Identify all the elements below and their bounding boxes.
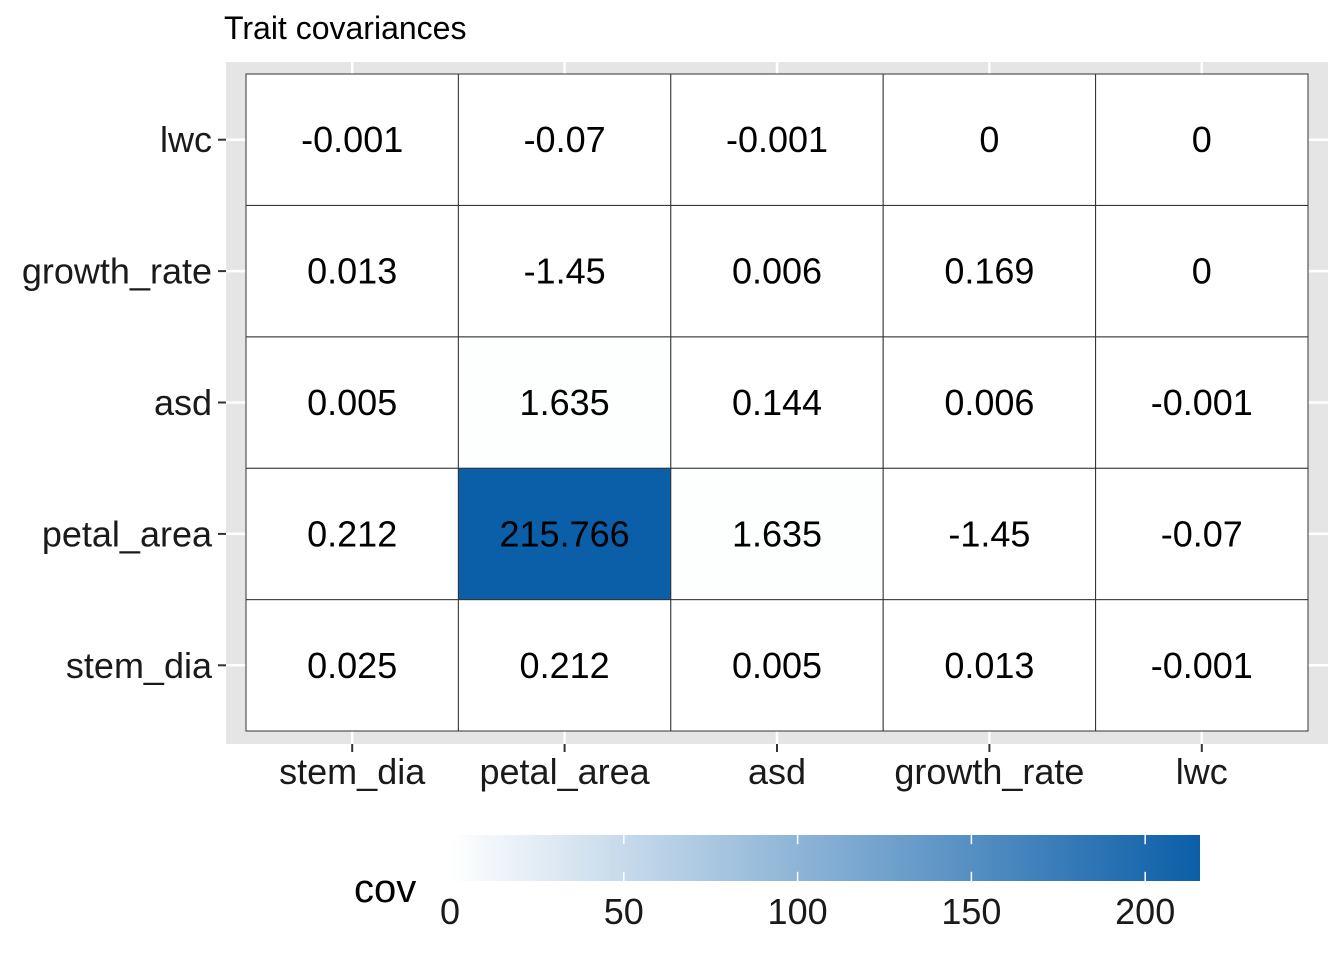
legend-tick-label: 150: [941, 891, 1001, 932]
heatmap-cell: [245, 467, 459, 601]
cell-value-label: 0.212: [307, 513, 397, 554]
y-tick-label: stem_dia: [66, 645, 213, 686]
y-tick-label: lwc: [160, 119, 212, 160]
cell-value-label: -0.07: [524, 119, 606, 160]
heatmap-cell: [457, 599, 672, 732]
legend-tick-label: 200: [1115, 891, 1175, 932]
heatmap-cell: [245, 204, 459, 338]
cell-value-label: -1.45: [524, 251, 606, 292]
heatmap-cell: [1095, 204, 1309, 338]
heatmap-cell: [882, 73, 1097, 206]
cell-value-label: 0: [1192, 251, 1212, 292]
cell-value-label: 0: [979, 119, 999, 160]
cell-value-label: 215.766: [500, 513, 630, 554]
heatmap-cell: [1095, 73, 1309, 206]
cell-value-label: 0.005: [732, 645, 822, 686]
cell-value-label: -0.001: [1151, 382, 1253, 423]
legend-title: cov: [354, 867, 416, 911]
cell-value-label: 1.635: [732, 513, 822, 554]
heatmap-cell: [457, 336, 672, 469]
chart-title: Trait covariances: [224, 10, 466, 46]
x-tick-label: growth_rate: [894, 751, 1084, 792]
heatmap-cell: [670, 73, 884, 206]
x-tick-label: asd: [748, 751, 806, 792]
cell-value-label: 0.006: [944, 382, 1034, 423]
heatmap-cell: [457, 73, 672, 206]
cell-value-label: 0.169: [944, 251, 1034, 292]
cell-value-label: 0.005: [307, 382, 397, 423]
heatmap-cell: [1095, 336, 1309, 469]
cell-value-label: 0: [1192, 119, 1212, 160]
heatmap-cell: [457, 467, 672, 601]
heatmap-cell: [457, 204, 672, 338]
legend-colorbar: [450, 835, 1200, 881]
legend-tick-label: 0: [440, 891, 460, 932]
cell-value-label: 0.025: [307, 645, 397, 686]
heatmap-cell: [670, 599, 884, 732]
x-tick-label: stem_dia: [279, 751, 426, 792]
legend-ticks: 0 50 100 150 200: [440, 835, 1175, 932]
cell-value-label: -0.07: [1161, 513, 1243, 554]
cell-value-label: 0.212: [520, 645, 610, 686]
cell-value-label: -0.001: [726, 119, 828, 160]
heatmap-cell: [1095, 467, 1309, 601]
cell-value-label: 1.635: [520, 382, 610, 423]
heatmap-cells: 0.025 0.212 0.005 0.013 -0.001 0.212 215.766 1.…: [245, 73, 1309, 732]
heatmap-cell: [1095, 599, 1309, 732]
heatmap-cell: [882, 467, 1097, 601]
legend-tick-label: 50: [604, 891, 644, 932]
y-tick-label: asd: [154, 382, 212, 423]
heatmap-cell: [670, 336, 884, 469]
color-legend: cov 0 50 100 150 200: [354, 835, 1200, 932]
cell-value-label: 0.006: [732, 251, 822, 292]
cell-value-label: -0.001: [301, 119, 403, 160]
y-tick-label: petal_area: [42, 513, 213, 554]
legend-tick-label: 100: [768, 891, 828, 932]
cell-value-label: 0.144: [732, 382, 822, 423]
y-axis: stem_dia petal_area asd growth_rate lwc: [22, 119, 226, 686]
heatmap-cell: [882, 599, 1097, 732]
cell-value-label: 0.013: [944, 645, 1034, 686]
x-tick-label: lwc: [1176, 751, 1228, 792]
cell-value-label: -1.45: [948, 513, 1030, 554]
cell-value-label: 0.013: [307, 251, 397, 292]
x-tick-label: petal_area: [480, 751, 651, 792]
heatmap-cell: [882, 336, 1097, 469]
cell-value-label: -0.001: [1151, 645, 1253, 686]
heatmap-cell: [245, 599, 459, 732]
y-tick-label: growth_rate: [22, 251, 212, 292]
x-axis: stem_dia petal_area asd growth_rate lwc: [279, 744, 1228, 792]
heatmap-cell: [670, 204, 884, 338]
